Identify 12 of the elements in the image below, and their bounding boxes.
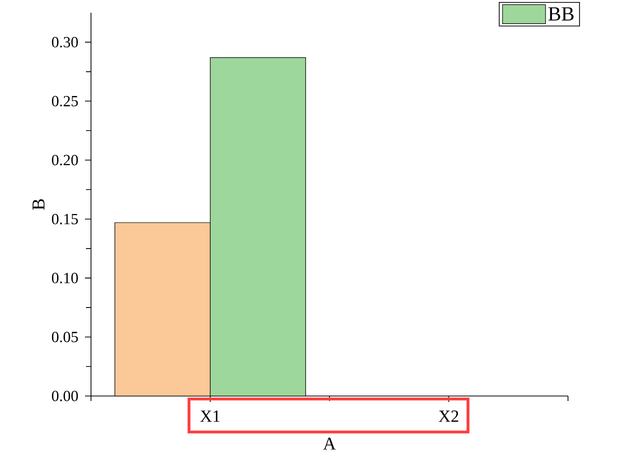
x-axis-title: A [323, 438, 336, 450]
y-axis-title: B [32, 199, 44, 210]
y-tick-label: 0.15 [52, 214, 78, 224]
y-tick-label: 0.20 [52, 154, 78, 166]
y-tick-label: 0.30 [52, 36, 78, 48]
legend-label: BB [548, 7, 574, 21]
y-tick-label: 0.25 [52, 96, 78, 106]
y-tick-label: 0.10 [52, 272, 78, 284]
y-tick-label: 0.05 [52, 332, 78, 342]
x-tick-label: X2 [438, 410, 458, 422]
x-tick-label: X1 [200, 410, 220, 422]
y-tick-label: 0.00 [52, 390, 78, 402]
